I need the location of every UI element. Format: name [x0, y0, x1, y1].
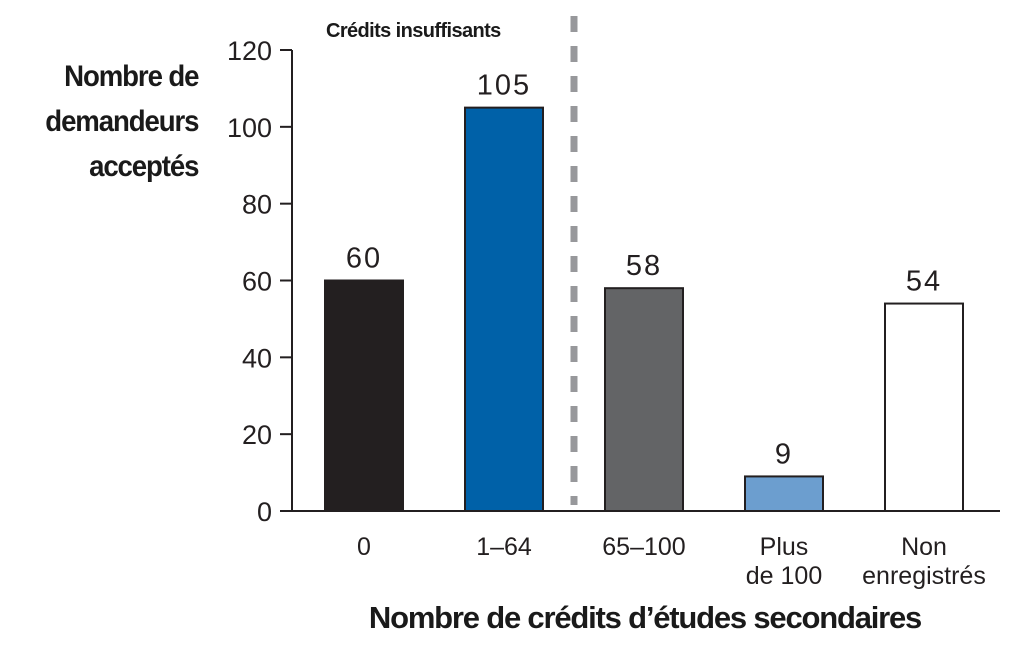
bar [604, 287, 684, 512]
bar-value-label: 54 [906, 266, 942, 298]
bar [884, 302, 964, 512]
y-tick-label: 100 [227, 113, 272, 143]
bar-value-label: 58 [626, 250, 662, 282]
x-axis-label: Nombre de crédits d’études secondaires [368, 600, 922, 635]
y-tick-label: 0 [257, 497, 272, 527]
x-tick-label: 1–64 [476, 533, 532, 561]
bar-value-label: 105 [477, 70, 531, 102]
bar [744, 475, 824, 512]
y-axis-label: Nombre de demandeurs acceptés [44, 60, 199, 183]
y-tick-label: 60 [242, 267, 272, 297]
y-tick-label: 20 [242, 420, 272, 450]
x-tick-label: 65–100 [602, 533, 685, 561]
y-tick-label: 40 [242, 343, 272, 373]
x-tick-label: 0 [357, 533, 371, 561]
bar-value-label: 60 [346, 243, 382, 275]
y-tick-label: 120 [227, 36, 272, 66]
x-tick-label: Plus de 100 [746, 533, 822, 590]
y-tick-label: 80 [242, 190, 272, 220]
x-tick-label: Non enregistrés [862, 533, 986, 590]
bar-value-label: 9 [775, 438, 793, 470]
bar [324, 279, 404, 512]
insufficient-credits-annotation: Crédits insuffisants [326, 20, 501, 42]
bar [464, 106, 544, 512]
